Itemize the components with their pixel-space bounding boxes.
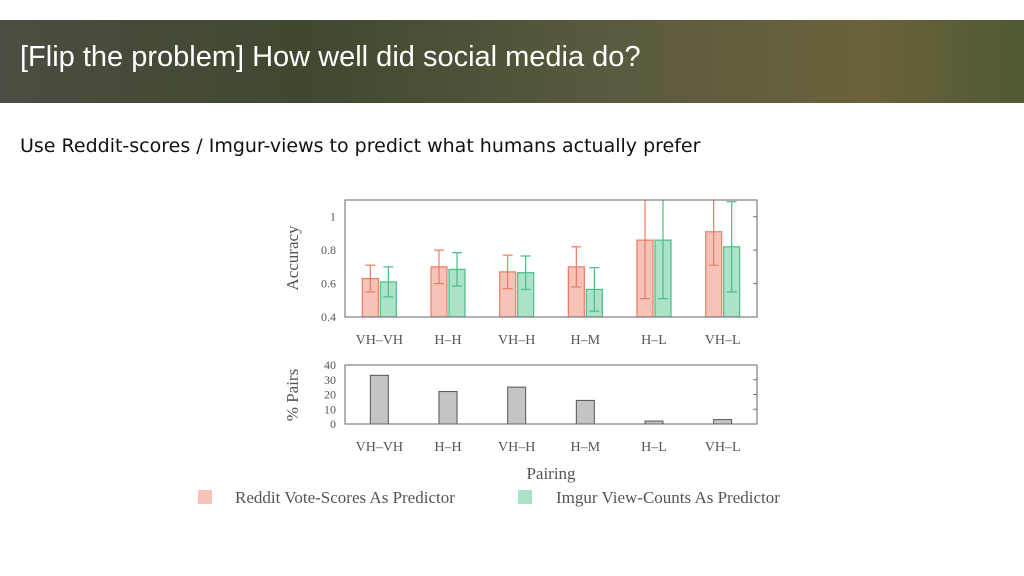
- x-tick-label: VH–H: [498, 440, 535, 455]
- x-axis-label: Pairing: [526, 464, 576, 483]
- x-tick-label: VH–L: [705, 333, 741, 348]
- y-tick-label: 30: [324, 373, 336, 387]
- bar: [438, 391, 458, 425]
- error-bar: [658, 200, 668, 300]
- y-tick-label: 10: [324, 402, 336, 416]
- error-bar: [434, 249, 444, 285]
- x-tick-label: VH–VH: [356, 333, 403, 348]
- y-tick-label: 40: [324, 358, 336, 372]
- bar: [507, 386, 527, 425]
- y-tick-label: 0.8: [321, 243, 336, 257]
- error-bar: [726, 201, 737, 293]
- y-axis-label: % Pairs: [283, 369, 302, 421]
- x-tick-label: H–L: [641, 440, 667, 455]
- error-bar: [520, 255, 531, 291]
- plot-area: [361, 200, 741, 317]
- x-tick-label: H–L: [641, 333, 667, 348]
- x-tick-label: H–M: [571, 440, 601, 455]
- legend-label: Reddit Vote-Scores As Predictor: [235, 488, 455, 507]
- y-axis-label: Accuracy: [283, 225, 302, 291]
- y-tick-label: 0.4: [321, 310, 336, 324]
- slide-title: [Flip the problem] How well did social m…: [20, 41, 641, 73]
- error-bar: [640, 200, 650, 300]
- error-bar: [708, 200, 719, 266]
- error-bar: [589, 267, 600, 312]
- error-bar: [571, 246, 582, 288]
- charts: 0.4 0.6 0.8 1 Accuracy VH–VH H–H VH–H H–M H–L VH–L…: [198, 199, 780, 507]
- plot-frame: [344, 364, 758, 425]
- x-tick-label: VH–L: [705, 440, 741, 455]
- legend-label: Imgur View-Counts As Predictor: [556, 488, 780, 507]
- error-bar: [383, 266, 394, 298]
- bar: [713, 419, 733, 425]
- y-tick-label: 0.6: [321, 277, 336, 291]
- x-tick-label: VH–VH: [356, 440, 403, 455]
- banner: [0, 20, 1024, 103]
- error-bar: [365, 264, 376, 293]
- y-tick-label: 0: [330, 417, 336, 431]
- slide-subtitle: Use Reddit-scores / Imgur-views to predi…: [20, 135, 701, 157]
- x-tick-label: H–H: [434, 440, 461, 455]
- plot-frame: [344, 199, 758, 318]
- bar: [369, 374, 389, 425]
- x-tick-label: H–H: [434, 333, 461, 348]
- error-bar: [452, 252, 462, 287]
- legend-swatch: [198, 490, 212, 504]
- legend-swatch: [518, 490, 532, 504]
- y-tick-label: 1: [330, 210, 336, 224]
- plot-area: [369, 374, 733, 425]
- y-tick-label: 20: [324, 388, 336, 402]
- x-tick-label: H–M: [571, 333, 601, 348]
- bar: [575, 399, 595, 425]
- x-tick-label: VH–H: [498, 333, 535, 348]
- banner-shade: [0, 20, 1024, 103]
- error-bar: [502, 254, 513, 290]
